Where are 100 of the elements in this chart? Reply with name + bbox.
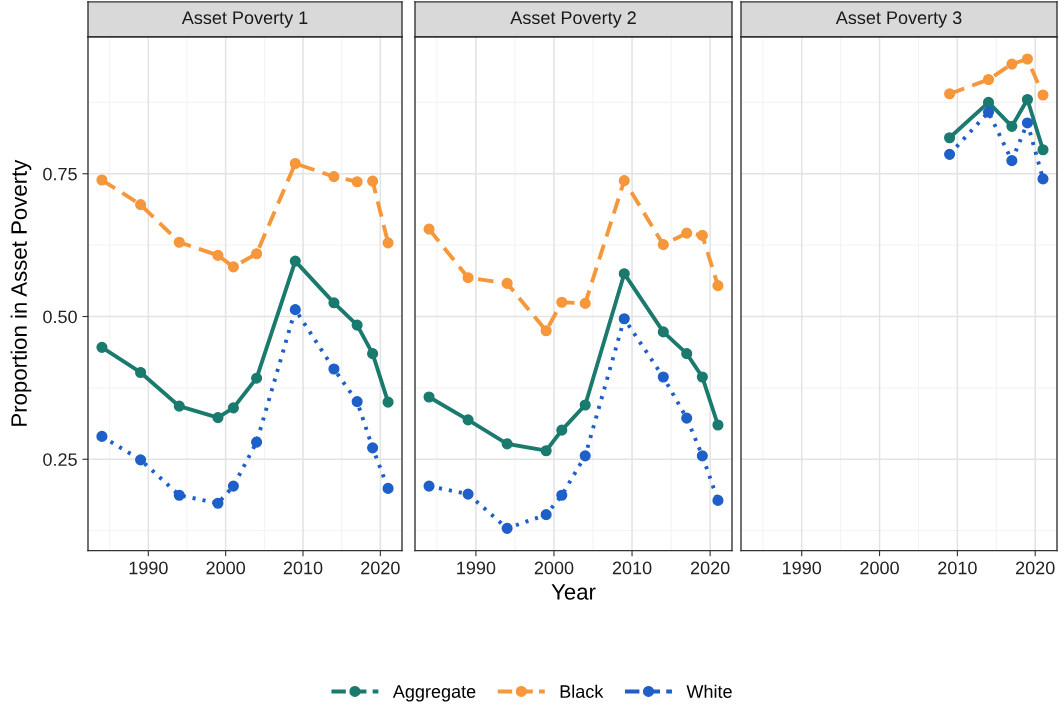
point (944, 132, 956, 144)
point (382, 482, 394, 494)
point (173, 236, 185, 248)
x-tick-label: 2000 (534, 561, 574, 575)
point (579, 297, 591, 309)
point (462, 488, 474, 500)
point (618, 268, 630, 280)
point (1006, 58, 1018, 70)
point (227, 261, 239, 273)
x-tick-label: 1990 (783, 561, 822, 575)
point (251, 248, 263, 260)
point (712, 419, 724, 431)
point (618, 175, 630, 187)
point (173, 489, 185, 501)
point (462, 414, 474, 426)
point (135, 366, 147, 379)
point (1037, 144, 1049, 156)
point (681, 412, 693, 424)
point (982, 106, 995, 118)
point (96, 174, 108, 186)
point (423, 391, 435, 403)
point (556, 296, 568, 308)
point (135, 199, 147, 211)
point (712, 280, 724, 292)
point (618, 313, 630, 325)
chart-title: Asset Poverty 1 (181, 11, 308, 28)
point (540, 509, 552, 521)
point (367, 442, 379, 454)
point (1037, 89, 1049, 101)
x-axis-title: Year (551, 584, 596, 600)
chart-title: Asset Poverty 3 (835, 11, 962, 28)
point (351, 396, 363, 408)
point (657, 239, 669, 251)
point (681, 348, 693, 360)
point (328, 297, 340, 309)
x-tick-label: 2020 (690, 561, 730, 575)
point (96, 341, 108, 353)
point (540, 325, 552, 337)
point (289, 157, 301, 170)
point (579, 450, 591, 462)
point (982, 96, 995, 108)
point (251, 436, 263, 448)
y-tick-label: 0.50 (43, 310, 77, 324)
y-tick-label: 0.25 (43, 453, 77, 466)
legend-label: Black (560, 684, 604, 698)
x-tick-label: 1990 (457, 561, 496, 575)
point (501, 277, 513, 289)
point (696, 229, 708, 241)
point (135, 454, 147, 466)
point (657, 326, 669, 338)
point (328, 171, 340, 183)
point (212, 497, 224, 509)
point (1021, 117, 1033, 129)
point (351, 319, 363, 331)
point (289, 304, 301, 316)
point (382, 396, 394, 408)
point (1006, 120, 1018, 132)
y-tick-label: 0.75 (43, 167, 77, 181)
point (367, 175, 379, 187)
point (712, 494, 724, 506)
point (462, 272, 474, 284)
point (556, 424, 568, 436)
point (944, 88, 956, 100)
point (96, 430, 108, 442)
point (251, 372, 263, 384)
x-tick-label: 2010 (283, 561, 323, 575)
point (382, 237, 394, 249)
point (501, 522, 513, 534)
point (1037, 173, 1049, 185)
point (579, 399, 591, 411)
y-axis-title: Proportion in Asset Poverty (10, 159, 32, 426)
point (944, 148, 956, 160)
point (212, 412, 224, 424)
point (423, 223, 435, 235)
point (289, 255, 301, 267)
point (696, 450, 708, 462)
x-tick-label: 2010 (938, 561, 977, 575)
point (1021, 93, 1033, 106)
point (657, 371, 669, 383)
x-tick-label: 2020 (1016, 561, 1055, 575)
x-tick-label: 1990 (129, 561, 168, 575)
point (982, 73, 995, 86)
legend-label: White (686, 684, 732, 698)
point (351, 176, 363, 188)
point (1006, 155, 1018, 167)
point (227, 402, 239, 414)
point (501, 438, 513, 450)
x-tick-label: 2000 (206, 561, 246, 575)
x-tick-label: 2000 (860, 561, 899, 575)
point (556, 489, 568, 501)
point (212, 249, 224, 261)
point (696, 371, 708, 383)
point (540, 445, 552, 457)
point (367, 348, 379, 360)
point (681, 227, 693, 239)
point (328, 363, 340, 375)
point (173, 400, 185, 412)
x-tick-label: 2010 (612, 561, 652, 575)
point (423, 480, 435, 492)
x-tick-label: 2020 (361, 561, 400, 575)
